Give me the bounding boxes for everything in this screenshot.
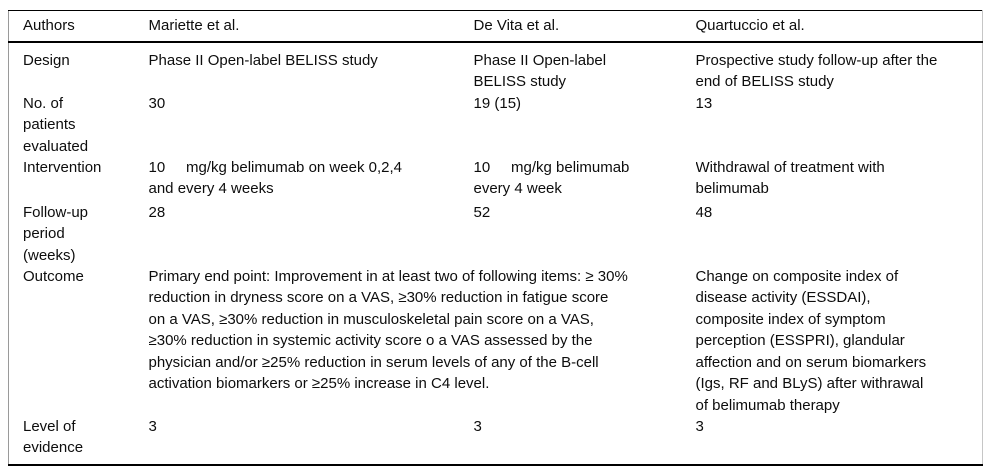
followup-devita: 52 [473, 203, 491, 221]
followup-mariette: 28 [148, 203, 166, 221]
header-row: Authors Mariette et al. De Vita et al. Q… [8, 10, 983, 43]
row-label-design: Design [23, 52, 70, 69]
header-study-quartuccio: Quartuccio et al. [695, 10, 983, 43]
design-devita: Phase II Open-label BELISS study [473, 52, 607, 91]
header-authors-label: Authors [8, 10, 149, 43]
row-label-intervention: Intervention [23, 159, 102, 177]
row-followup-period: Follow-up period (weeks) 28 52 48 [9, 200, 983, 266]
evidence-quartuccio: 3 [695, 417, 704, 435]
row-level-of-evidence: Level of evidence 3 3 3 [9, 416, 983, 465]
evidence-devita: 3 [473, 417, 482, 435]
patients-devita: 19 (15) [473, 94, 522, 112]
studies-comparison-table: Authors Mariette et al. De Vita et al. Q… [8, 10, 983, 466]
evidence-mariette: 3 [148, 417, 157, 435]
outcome-quartuccio: Change on composite index of disease act… [695, 268, 927, 414]
row-design: Design Phase II Open-label BELISS study … [9, 42, 983, 93]
followup-quartuccio: 48 [695, 203, 713, 221]
row-label-outcome: Outcome [23, 268, 84, 286]
row-outcome: Outcome Primary end point: Improvement i… [9, 266, 983, 416]
outcome-mariette-devita: Primary end point: Improvement in at lea… [148, 268, 628, 393]
belimumab-studies-table: Authors Mariette et al. De Vita et al. Q… [8, 10, 983, 466]
patients-quartuccio: 13 [695, 94, 713, 112]
row-label-patients: No. of patients evaluated [23, 94, 89, 155]
patients-mariette: 30 [148, 94, 166, 112]
design-quartuccio: Prospective study follow-up after the en… [695, 52, 938, 91]
row-label-followup: Follow-up period (weeks) [23, 203, 89, 264]
intervention-mariette: 10 mg/kg belimumab on week 0,2,4 and eve… [148, 159, 402, 198]
design-mariette: Phase II Open-label BELISS study [148, 52, 378, 69]
intervention-devita: 10 mg/kg belimumab every 4 week [473, 159, 630, 198]
row-label-evidence: Level of evidence [23, 417, 84, 457]
header-study-devita: De Vita et al. [473, 10, 696, 43]
row-intervention: Intervention 10 mg/kg belimumab on week … [9, 157, 983, 200]
row-patients-evaluated: No. of patients evaluated 30 19 (15) 13 [9, 93, 983, 157]
header-study-mariette: Mariette et al. [148, 10, 474, 43]
intervention-quartuccio: Withdrawal of treatment with belimumab [695, 159, 885, 198]
